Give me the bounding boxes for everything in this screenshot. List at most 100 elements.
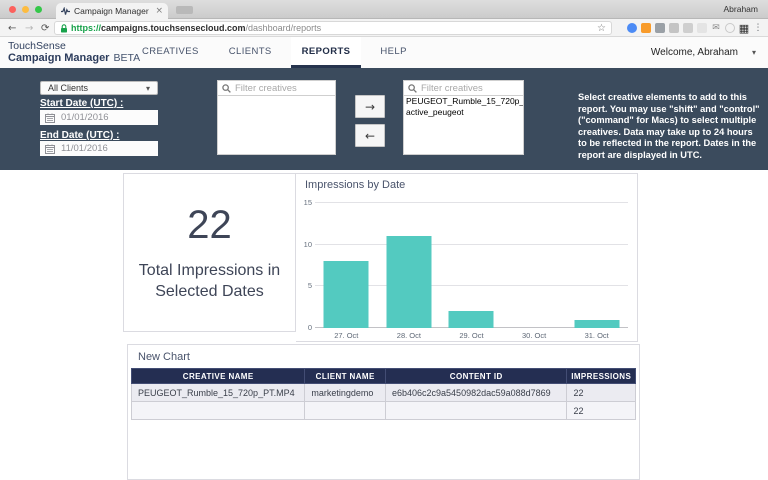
tab-reports[interactable]: REPORTS xyxy=(290,37,362,68)
end-date-label: End Date (UTC) : xyxy=(40,130,120,141)
total-impressions-label: Total Impressions in Selected Dates xyxy=(138,262,281,300)
user-menu[interactable]: Welcome, Abraham ▾ xyxy=(651,37,756,68)
list-item[interactable]: active_peugeot xyxy=(406,106,464,117)
table-row[interactable]: 22 xyxy=(130,401,636,420)
url-scheme: https:// xyxy=(71,23,101,33)
extension-person-flag-icon[interactable] xyxy=(655,23,665,33)
brand-name: TouchSense xyxy=(8,40,66,52)
x-tick-label: 27. Oct xyxy=(334,331,359,340)
tab-favicon-waveform-icon xyxy=(61,6,70,15)
chevron-down-icon: ▾ xyxy=(145,83,150,93)
column-header[interactable]: CREATIVE NAME xyxy=(130,368,306,384)
list-item[interactable]: PEUGEOT_Rumble_15_720p_PT.MP4 xyxy=(406,96,524,106)
brand-product: Campaign Manager BETA xyxy=(8,52,141,64)
url-path: /dashboard/reports xyxy=(245,23,322,33)
move-right-button[interactable]: → xyxy=(355,95,385,118)
report-filter-bar: All Clients ▾ Start Date (UTC) : 01/01/2… xyxy=(0,68,768,170)
report-content: 22 Total Impressions in Selected Dates I… xyxy=(0,170,768,480)
chart-column: 29. Oct xyxy=(440,203,503,340)
client-dropdown[interactable]: All Clients ▾ xyxy=(40,81,158,95)
cell-creative-name xyxy=(130,401,306,420)
chart-bar[interactable] xyxy=(323,261,369,328)
start-date-label: Start Date (UTC) : xyxy=(40,98,124,109)
rss-icon[interactable] xyxy=(641,23,651,33)
forward-icon[interactable]: → xyxy=(25,22,34,34)
mail-envelope-icon[interactable]: ✉ xyxy=(712,22,720,33)
selected-creatives-list[interactable]: PEUGEOT_Rumble_15_720p_PT.MP4 active_peu… xyxy=(403,96,524,155)
tab-title: Campaign Manager xyxy=(74,6,149,16)
column-header[interactable]: IMPRESSIONS xyxy=(566,368,636,384)
cell-impressions: 22 xyxy=(566,401,636,420)
cell-content-id xyxy=(384,401,568,420)
close-window-icon[interactable] xyxy=(9,6,16,13)
table-header-row: CREATIVE NAME CLIENT NAME CONTENT ID IMP… xyxy=(130,368,636,384)
main-nav: CREATIVES CLIENTS REPORTS HELP xyxy=(131,37,426,68)
url-text: https://campaigns.touchsensecloud.com/da… xyxy=(71,23,321,33)
extension-gray-1-icon[interactable] xyxy=(669,23,679,33)
report-table: CREATIVE NAME CLIENT NAME CONTENT ID IMP… xyxy=(130,368,636,420)
calendar-icon xyxy=(45,144,55,154)
y-tick-label: 15 xyxy=(303,198,312,207)
extensions-row: ✉ ▦ ⋮ xyxy=(627,19,763,37)
apps-grid-icon[interactable]: ▦ xyxy=(738,21,750,35)
new-tab-button[interactable] xyxy=(176,6,193,14)
secure-lock-icon xyxy=(61,23,67,32)
available-creatives-list[interactable] xyxy=(217,96,336,155)
back-icon[interactable]: ← xyxy=(8,22,17,34)
client-dropdown-value: All Clients xyxy=(48,83,89,93)
welcome-text: Welcome, Abraham xyxy=(650,47,738,58)
selected-creatives-search[interactable] xyxy=(403,80,524,96)
start-date-value: 01/01/2016 xyxy=(61,112,109,123)
browser-menu-icon[interactable]: ⋮ xyxy=(753,22,763,33)
extension-blue-icon[interactable] xyxy=(627,23,637,33)
brand: TouchSense Campaign Manager BETA xyxy=(8,40,140,64)
maximize-window-icon[interactable] xyxy=(35,6,42,13)
gridline xyxy=(315,202,628,203)
impressions-chart-card: Impressions by Date 15 10 5 0 27. Oct 28… xyxy=(296,173,638,342)
chart-bar[interactable] xyxy=(448,311,494,328)
browser-urlbar: ← → ⟳ https://campaigns.touchsensecloud.… xyxy=(0,19,768,37)
available-creatives-search[interactable] xyxy=(217,80,336,96)
tab-close-icon[interactable]: × xyxy=(155,6,163,16)
chart-column: 27. Oct xyxy=(315,203,378,340)
table-row[interactable]: PEUGEOT_Rumble_15_720p_PT.MP4 marketingd… xyxy=(130,383,636,402)
browser-titlebar: Campaign Manager × Abraham xyxy=(0,0,768,19)
address-bar[interactable]: https://campaigns.touchsensecloud.com/da… xyxy=(54,21,612,35)
column-header[interactable]: CLIENT NAME xyxy=(304,368,386,384)
extension-circle-icon[interactable] xyxy=(725,23,735,33)
chart-bar[interactable] xyxy=(386,236,432,328)
calendar-icon xyxy=(45,113,55,123)
x-tick-label: 30. Oct xyxy=(521,331,547,340)
cell-impressions: 22 xyxy=(566,383,636,402)
chart-column: 31. Oct xyxy=(565,203,628,340)
report-help-text: Select creative elements to add to this … xyxy=(578,92,760,160)
extension-disabled-icon[interactable] xyxy=(697,23,707,33)
selected-creatives-filter-input[interactable] xyxy=(421,82,519,94)
chart-bar[interactable] xyxy=(574,319,620,328)
table-title: New Chart xyxy=(138,351,190,363)
column-header[interactable]: CONTENT ID xyxy=(384,368,568,384)
gridline xyxy=(315,285,628,287)
extension-gray-2-icon[interactable] xyxy=(683,23,693,33)
window-controls[interactable] xyxy=(9,6,42,13)
url-host: campaigns.touchsensecloud.com xyxy=(101,23,246,33)
tab-creatives[interactable]: CREATIVES xyxy=(142,45,199,57)
reload-icon[interactable]: ⟳ xyxy=(41,22,50,34)
browser-tab[interactable]: Campaign Manager × xyxy=(56,3,168,19)
chevron-down-icon: ▾ xyxy=(751,48,756,57)
tab-help[interactable]: HELP xyxy=(380,45,407,57)
y-tick-label: 5 xyxy=(307,281,312,291)
y-tick-label: 10 xyxy=(303,239,312,249)
cell-client-name xyxy=(304,401,386,420)
start-date-field[interactable]: 01/01/2016 xyxy=(40,110,158,125)
cell-content-id: e6b406c2c9a5450982dac59a088d7869 xyxy=(384,383,568,402)
beta-badge: BETA xyxy=(113,52,141,64)
bookmark-star-icon[interactable]: ☆ xyxy=(597,22,606,34)
end-date-field[interactable]: 11/01/2016 xyxy=(40,141,158,156)
minimize-window-icon[interactable] xyxy=(22,6,29,13)
tab-clients[interactable]: CLIENTS xyxy=(228,45,272,57)
search-icon xyxy=(222,83,231,93)
move-left-button[interactable]: ← xyxy=(355,124,385,147)
available-creatives-filter-input[interactable] xyxy=(235,82,331,94)
browser-profile-name: Abraham xyxy=(723,4,759,14)
